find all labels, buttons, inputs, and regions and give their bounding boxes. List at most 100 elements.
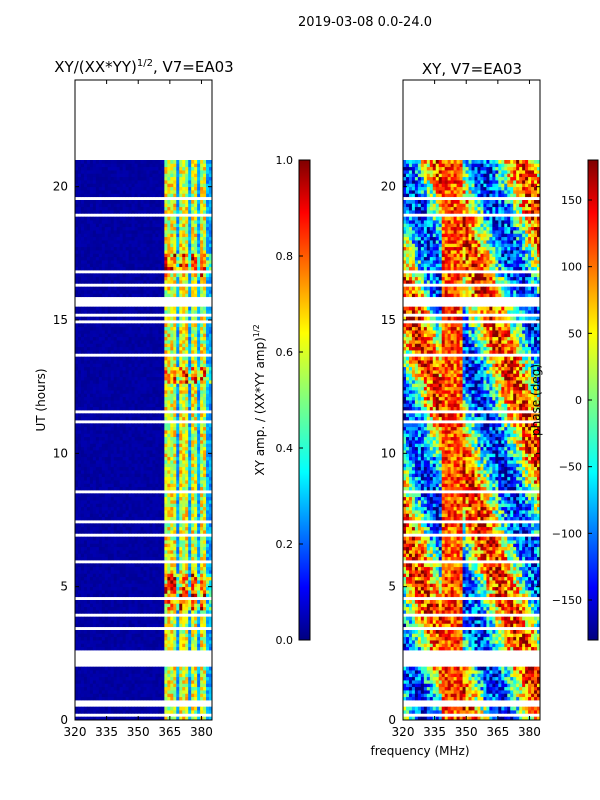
heatmap-cell	[152, 616, 156, 621]
heatmap-cell	[203, 590, 207, 594]
heatmap-cell	[143, 486, 147, 491]
heatmap-cell	[203, 670, 207, 674]
heatmap-cell	[125, 413, 130, 418]
heatmap-cell	[134, 683, 138, 688]
heatmap-cell	[176, 476, 180, 481]
heatmap-cell	[98, 433, 103, 438]
heatmap-cell	[173, 506, 177, 511]
heatmap-cell	[80, 396, 85, 401]
heatmap-cell	[107, 623, 112, 628]
heatmap-cell	[89, 340, 94, 344]
heatmap-cell	[194, 453, 198, 458]
heatmap-cell	[98, 390, 103, 394]
heatmap-cell	[179, 540, 183, 544]
heatmap-cell	[161, 616, 165, 621]
heatmap-cell	[170, 493, 174, 498]
heatmap-cell	[200, 530, 204, 534]
heatmap-cell	[167, 453, 171, 458]
heatmap-cell	[110, 280, 115, 284]
heatmap-cell	[167, 316, 171, 321]
heatmap-cell	[143, 493, 147, 498]
heatmap-cell	[179, 503, 183, 508]
heatmap-cell	[176, 513, 180, 518]
heatmap-cell	[185, 673, 189, 678]
heatmap-cell	[98, 476, 103, 481]
heatmap-cell	[80, 530, 85, 534]
heatmap-cell	[194, 556, 198, 561]
heatmap-cell	[194, 696, 198, 701]
heatmap-cell	[152, 693, 156, 698]
heatmap-cell	[158, 280, 162, 284]
heatmap-cell	[131, 513, 135, 518]
heatmap-cell	[134, 510, 138, 514]
heatmap-cell	[206, 686, 210, 691]
heatmap-cell	[146, 536, 150, 541]
heatmap-cell	[75, 330, 79, 334]
heatmap-cell	[173, 543, 177, 548]
heatmap-cell	[137, 493, 141, 498]
heatmap-cell	[203, 366, 207, 371]
heatmap-cell	[104, 423, 109, 428]
heatmap-cell	[110, 336, 115, 341]
heatmap-cell	[134, 630, 138, 634]
heatmap-cell	[137, 570, 141, 574]
heatmap-cell	[77, 600, 82, 604]
heatmap-cell	[104, 616, 109, 621]
heatmap-cell	[176, 643, 180, 648]
heatmap-cell	[83, 436, 88, 441]
heatmap-cell	[167, 530, 171, 534]
heatmap-cell	[101, 550, 106, 554]
heatmap-cell	[152, 326, 156, 331]
heatmap-cell	[77, 350, 82, 354]
heatmap-cell	[131, 373, 135, 378]
heatmap-cell	[107, 550, 112, 554]
heatmap-cell	[128, 396, 132, 401]
heatmap-cell	[209, 670, 213, 674]
heatmap-cell	[209, 580, 213, 584]
heatmap-cell	[176, 413, 180, 418]
heatmap-cell	[89, 540, 94, 544]
heatmap-cell	[116, 496, 121, 501]
heatmap-cell	[185, 496, 189, 501]
heatmap-cell	[185, 423, 189, 428]
heatmap-cell	[203, 636, 207, 641]
heatmap-cell	[188, 386, 192, 391]
heatmap-cell	[104, 400, 109, 404]
heatmap-cell	[75, 636, 79, 641]
heatmap-cell	[185, 346, 189, 351]
heatmap-cell	[140, 716, 144, 721]
heatmap-cell	[203, 610, 207, 614]
heatmap-cell	[95, 553, 100, 558]
heatmap-cell	[167, 543, 171, 548]
heatmap-cell	[98, 530, 103, 534]
heatmap-cell	[155, 413, 159, 418]
heatmap-cell	[110, 620, 115, 624]
heatmap-cell	[104, 583, 109, 588]
heatmap-cell	[110, 400, 115, 404]
heatmap-cell	[197, 463, 201, 468]
heatmap-cell	[83, 606, 88, 611]
heatmap-cell	[170, 440, 174, 444]
heatmap-cell	[158, 413, 162, 418]
heatmap-cell	[170, 466, 174, 471]
heatmap-cell	[191, 686, 195, 691]
heatmap-cell	[134, 473, 138, 478]
heatmap-cell	[170, 350, 174, 354]
heatmap-cell	[119, 416, 124, 421]
heatmap-cell	[92, 530, 97, 534]
heatmap-cell	[86, 510, 91, 514]
heatmap-cell	[170, 406, 174, 411]
heatmap-cell	[80, 453, 85, 458]
heatmap-cell	[101, 503, 106, 508]
heatmap-cell	[200, 476, 204, 481]
heatmap-cell	[194, 426, 198, 431]
heatmap-cell	[173, 706, 177, 711]
heatmap-cell	[104, 680, 109, 684]
heatmap-cell	[143, 563, 147, 568]
heatmap-cell	[209, 373, 213, 378]
heatmap-cell	[203, 643, 207, 648]
heatmap-cell	[104, 690, 109, 694]
heatmap-cell	[179, 690, 183, 694]
heatmap-cell	[197, 710, 201, 714]
heatmap-cell	[167, 310, 171, 314]
